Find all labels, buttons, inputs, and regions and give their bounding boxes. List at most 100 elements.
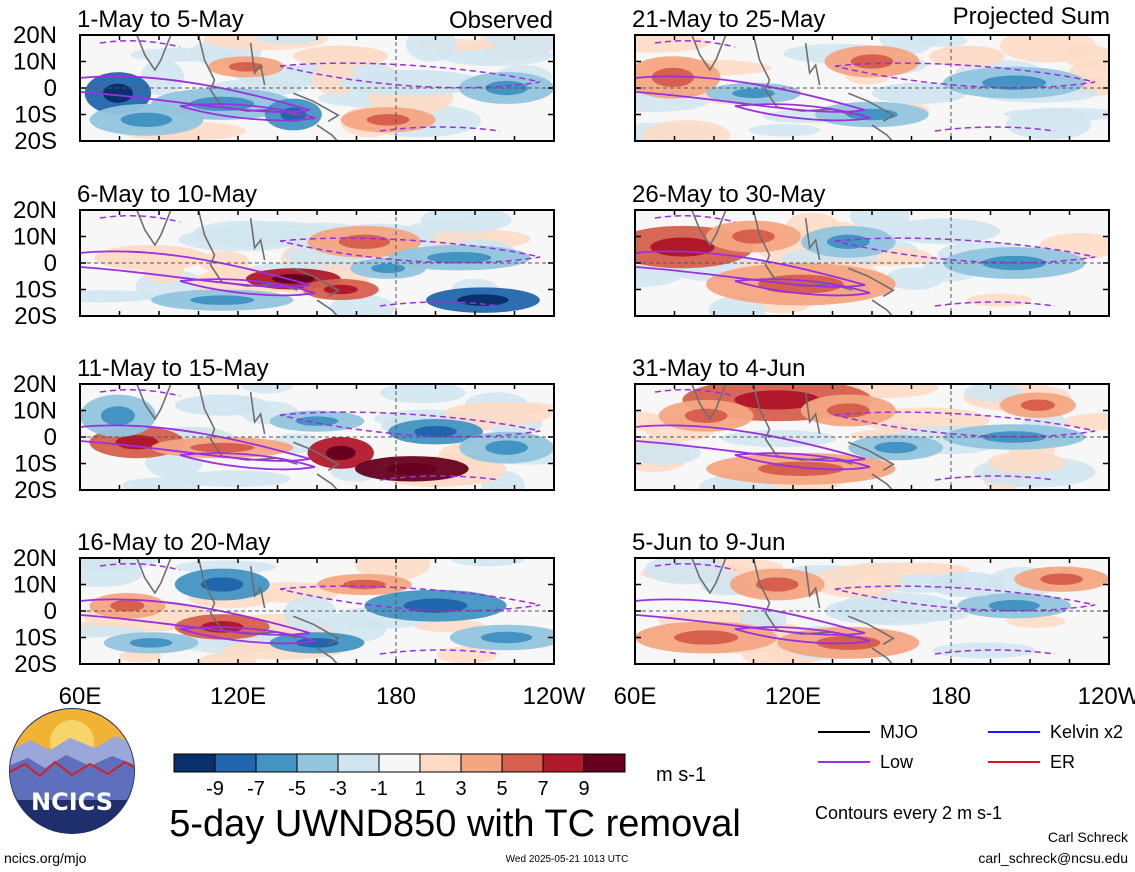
anomaly-core [386,463,438,475]
anomaly-core [650,237,715,257]
low-filter-contour [734,452,871,471]
anomaly-core [755,577,799,592]
anomaly-patch [1006,108,1092,140]
low-filter-contour [80,75,311,113]
anomaly-patch [932,642,1036,659]
colorbar-tick-label: -1 [370,778,388,800]
low-filter-contour [635,75,866,113]
anomaly-core [120,112,172,127]
logo-text: NCICS [31,788,113,816]
anomaly-patch [635,35,710,53]
x-tick-label: 60E [614,683,657,710]
anomaly-core [295,416,339,426]
y-tick-label: 20N [13,545,57,572]
low-filter-contour-negative [279,585,541,612]
low-filter-contour-negative [654,389,1056,481]
anomaly-patch [241,384,294,394]
map-panel: 26-May to 30-May [632,181,1110,317]
anomaly-core [228,62,263,72]
author-name: Carl Schreck [1048,829,1129,845]
colorbar-tick-label: 5 [496,778,507,800]
colorbar-tick-label: -7 [247,778,265,800]
anomaly-patch [80,290,157,303]
legend-label: ER [1050,752,1075,772]
low-filter-contour [80,250,311,288]
panel-title: 16-May to 20-May [77,529,270,556]
colorbar-swatch [173,753,216,773]
map-panel: 21-May to 25-May [632,6,1110,142]
colorbar-swatch [501,753,544,773]
y-tick-label: 0 [44,424,57,451]
anomaly-patch [1063,412,1109,431]
anomaly-patch [635,440,701,465]
low-filter-contour [179,626,316,645]
colorbar-swatch [419,753,462,773]
anomaly-core [732,88,775,99]
x-tick-label: 120W [523,683,586,710]
uwnd-field [80,558,554,664]
anomaly-patch [293,45,389,67]
coastline [136,210,340,316]
low-filter-contour [80,424,311,462]
colorbar-tick-label: -9 [206,778,224,800]
low-filter-contour [80,598,311,636]
y-tick-label: 20S [14,303,57,330]
anomaly-patch [928,45,1005,67]
uwnd-field [80,210,541,316]
coastline [691,558,895,664]
anomaly-core [826,403,870,418]
anomaly-patch [1061,44,1109,68]
low-filter-contour-negative [834,411,1096,438]
y-tick-label: 20S [14,128,57,155]
colorbar-swatch [542,753,585,773]
anomaly-core [200,577,244,592]
y-tick-label: 10N [13,224,57,251]
anomaly-core [826,234,870,249]
y-tick-label: 10S [14,451,57,478]
colorbar-swatch [337,753,380,773]
low-filter-contour-negative [99,215,501,307]
site-url: ncics.org/mjo [4,850,87,866]
anomaly-core [414,425,457,438]
anomaly-core [338,234,390,249]
coastline [691,35,895,141]
coastline [136,35,340,141]
anomaly-core [102,83,133,103]
colorbar-tick-label: -3 [329,778,347,800]
panel-title: 31-May to 4-Jun [632,355,805,382]
low-filter-contour-negative [279,62,541,89]
low-filter-contour [734,103,871,122]
logo-signal-line [10,760,134,778]
y-tick-label: 20S [14,477,57,504]
y-tick-label: 20N [13,371,57,398]
anomaly-patch [178,228,303,252]
anomaly-core [110,599,145,612]
y-tick-label: 20N [13,197,57,224]
anomaly-patch [140,59,185,96]
low-filter-contour-negative [99,389,501,481]
colorbar-swatch [214,753,257,773]
anomaly-core [732,229,775,244]
y-tick-label: 10S [14,625,57,652]
colorbar-tick-label: 9 [578,778,589,800]
anomaly-core [684,408,728,423]
uwnd-field [635,210,1109,316]
anomaly-patch [966,293,1032,307]
colorbar-swatch [296,753,339,773]
anomaly-patch [420,210,512,234]
anomaly-core [100,406,135,426]
anomaly-patch [928,571,1005,598]
low-filter-contour-negative [834,62,1096,89]
colorbar-swatch [378,753,421,773]
anomaly-core [325,445,356,461]
low-filter-contour-negative [279,411,541,438]
low-filter-contour-negative [654,563,1056,655]
colorbar-swatch [583,753,626,773]
anomaly-patch [340,69,483,96]
x-tick-label: 180 [931,683,971,710]
x-tick-label: 180 [376,683,416,710]
anomaly-patch [283,596,337,632]
anomaly-patch [405,35,457,62]
